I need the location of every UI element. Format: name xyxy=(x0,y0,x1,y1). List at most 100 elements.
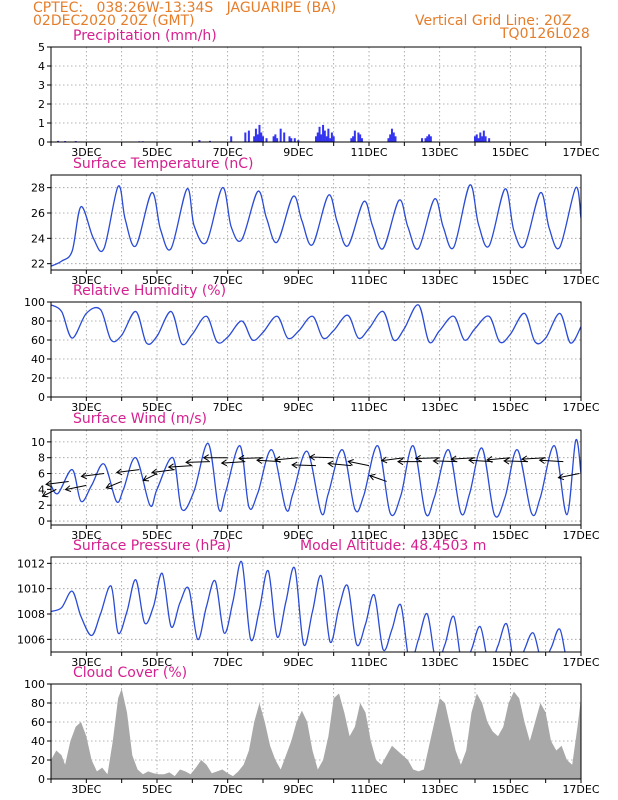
temp-xtick-label: 5DEC xyxy=(142,274,172,287)
header-station: CPTEC: 038:26W-13:34S JAGUARIPE (BA) xyxy=(33,0,337,16)
temp-series-line xyxy=(51,184,581,267)
rh-title: Relative Humidity (%) xyxy=(73,283,226,299)
cloud-frame xyxy=(50,683,582,780)
wind-arrow-head xyxy=(557,473,565,481)
temp-ytick-label: 26 xyxy=(31,207,45,220)
precip-bar xyxy=(424,138,427,142)
wind-ytick-label: 10 xyxy=(31,436,45,449)
wind-arrow-shaft xyxy=(292,464,317,467)
precip-xtick-label: 5DEC xyxy=(142,146,172,159)
wind-xtick-label: 7DEC xyxy=(213,529,243,542)
rh-xtick-label: 3DEC xyxy=(71,401,101,414)
temp-xtick-label: 15DEC xyxy=(492,274,529,287)
rh-xtick-label: 15DEC xyxy=(492,401,529,414)
pressure-xtick-label: 7DEC xyxy=(213,656,243,669)
wind-xtick-label: 5DEC xyxy=(142,529,172,542)
temp-ytick-label: 24 xyxy=(31,232,45,245)
precip-bar xyxy=(329,138,332,142)
precip-frame xyxy=(50,46,582,143)
precip-ytick-label: 0 xyxy=(38,136,45,149)
precip-bar xyxy=(290,138,293,142)
wind-xtick-label: 9DEC xyxy=(283,529,313,542)
precip-bar xyxy=(482,130,485,142)
cloud-ytick-label: 0 xyxy=(38,773,45,786)
precip-bar xyxy=(390,128,393,142)
wind-arrow-shaft xyxy=(328,462,352,467)
wind-arrow-shaft xyxy=(221,461,246,464)
precip-bar xyxy=(429,136,432,142)
precip-xtick-label: 15DEC xyxy=(492,146,529,159)
precip-ytick-label: 5 xyxy=(38,41,45,54)
precip-bar xyxy=(230,136,233,142)
pressure-xtick-label: 9DEC xyxy=(283,656,313,669)
wind-arrow-head xyxy=(503,457,510,465)
wind-xtick-label: 15DEC xyxy=(492,529,529,542)
precip-bar xyxy=(288,136,291,142)
wind-arrow-shaft xyxy=(348,460,370,467)
precip-bar xyxy=(316,132,319,142)
wind-arrow-head xyxy=(327,460,334,468)
precip-bar xyxy=(279,128,282,142)
precip-bar xyxy=(332,136,335,142)
precip-ytick-label: 2 xyxy=(38,98,45,111)
wind-arrow-head xyxy=(256,457,263,464)
precip-bar xyxy=(315,136,317,142)
wind-title: Surface Wind (m/s) xyxy=(73,411,207,427)
wind-frame xyxy=(50,429,582,526)
wind-arrow-head xyxy=(432,457,439,465)
wind-arrow-head xyxy=(538,457,546,464)
precip-bar xyxy=(394,136,397,142)
precip-xtick-label: 11DEC xyxy=(350,146,387,159)
precip-bar xyxy=(244,132,247,142)
precip-bar xyxy=(481,136,484,142)
pressure-title: Surface Pressure (hPa) xyxy=(73,538,231,554)
precip-ytick-label: 3 xyxy=(38,79,45,92)
cloud-xtick-label: 11DEC xyxy=(350,783,387,796)
wind-arrow-head xyxy=(238,454,245,462)
precip-bar xyxy=(387,138,390,142)
precip-ytick-label: 1 xyxy=(38,117,45,130)
cloud-xtick-label: 3DEC xyxy=(71,783,101,796)
wind-arrow-shaft xyxy=(369,475,387,482)
wind-arrow-shaft xyxy=(487,457,511,461)
wind-arrow-head xyxy=(486,456,493,463)
precip-bar xyxy=(353,130,356,142)
wind-ytick-label: 4 xyxy=(38,483,45,496)
precip-bar xyxy=(352,136,355,142)
precip-bar xyxy=(484,136,487,142)
wind-xtick-label: 13DEC xyxy=(421,529,458,542)
rh-ytick-label: 40 xyxy=(31,353,45,366)
precip-xtick-label: 7DEC xyxy=(213,146,243,159)
cloud-xtick-label: 7DEC xyxy=(213,783,243,796)
pressure-xtick-label: 15DEC xyxy=(492,656,529,669)
pressure-subtitle: Model Altitude: 48.4503 m xyxy=(300,538,486,554)
rh-xtick-label: 7DEC xyxy=(213,401,243,414)
precip-bar xyxy=(479,132,482,142)
wind-arrow-shaft xyxy=(46,480,69,485)
rh-xtick-label: 9DEC xyxy=(283,401,313,414)
wind-arrow-head xyxy=(347,459,354,466)
precip-bar xyxy=(359,134,362,142)
wind-arrow-shaft xyxy=(81,473,105,477)
wind-arrow-head xyxy=(105,482,113,490)
wind-arrow-shaft xyxy=(143,473,158,481)
precip-bar xyxy=(265,138,268,142)
cloud-xtick-label: 15DEC xyxy=(492,783,529,796)
temp-xtick-label: 17DEC xyxy=(562,274,599,287)
wind-arrow-shaft xyxy=(116,469,140,473)
header-code: TQ0126L028 xyxy=(500,26,590,42)
precip-bar xyxy=(254,128,257,142)
wind-ytick-label: 2 xyxy=(38,499,45,512)
wind-arrow-head xyxy=(521,455,528,463)
precip-bar xyxy=(357,132,360,142)
precip-bar xyxy=(428,134,431,142)
wind-xtick-label: 3DEC xyxy=(71,529,101,542)
wind-arrow-shaft xyxy=(152,469,175,473)
wind-xtick-label: 11DEC xyxy=(350,529,387,542)
rh-xtick-label: 13DEC xyxy=(421,401,458,414)
header-datetime: 02DEC2020 20Z (GMT) xyxy=(33,13,195,29)
precip-bar xyxy=(272,136,275,142)
pressure-frame xyxy=(50,556,582,653)
precip-bar xyxy=(330,132,333,142)
precip-bar xyxy=(392,132,395,142)
